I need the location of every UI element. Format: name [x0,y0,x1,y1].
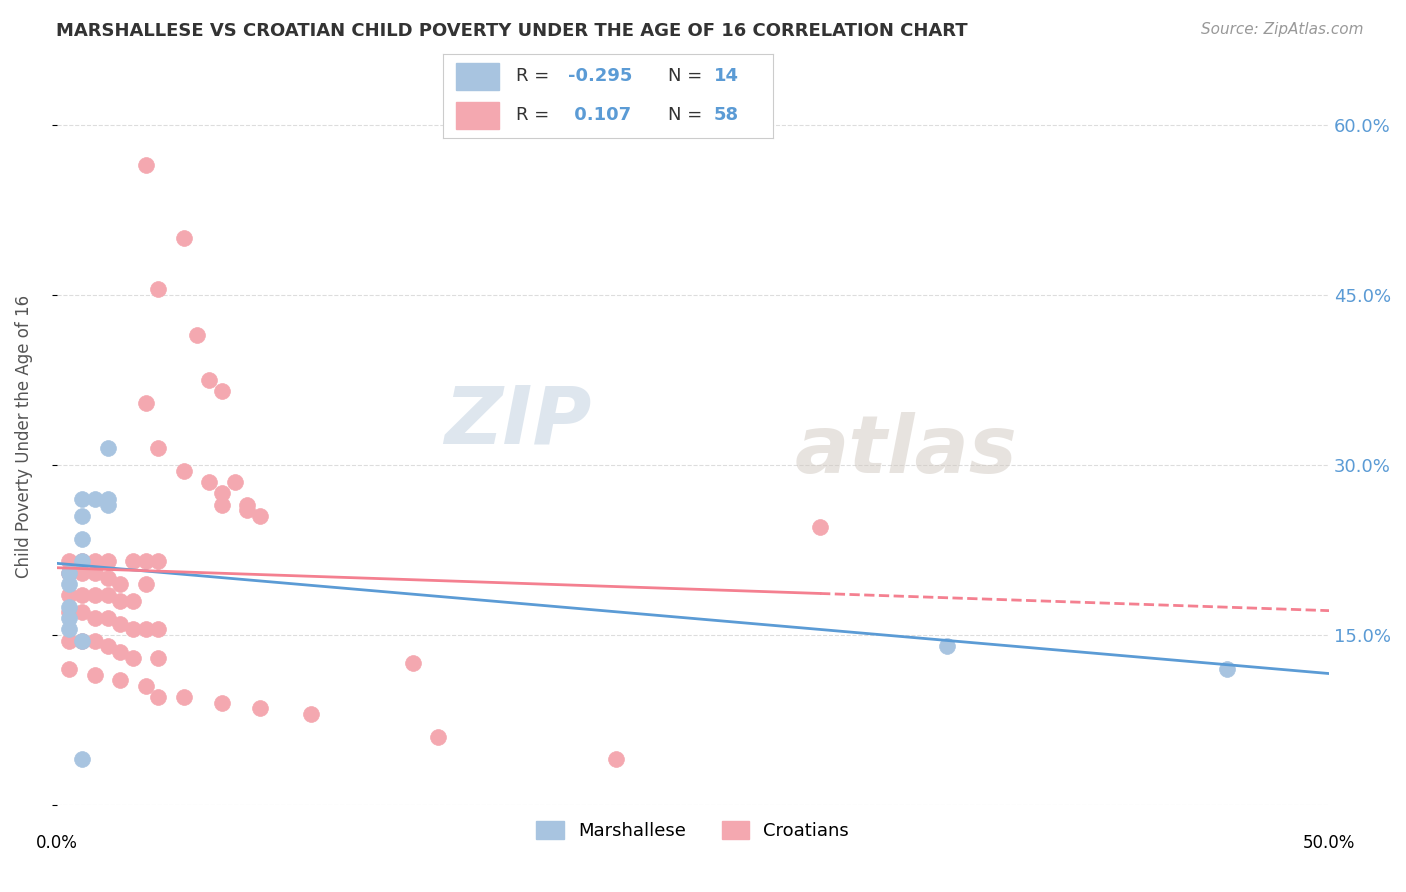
Point [58,577,80,591]
Point [135,395,157,409]
Point [148,690,170,705]
Point [58,566,80,580]
Point [110,673,132,688]
Point [96,588,118,602]
Point [122,594,145,608]
Point [70,633,93,648]
Point [808,520,831,534]
Point [70,566,93,580]
Point [249,701,271,715]
Point [236,498,259,512]
Point [58,611,80,625]
Text: R =: R = [516,106,554,124]
Point [96,571,118,585]
Text: R =: R = [516,68,554,86]
Point [96,498,118,512]
Text: 14: 14 [714,68,738,86]
Point [83,491,105,506]
Point [70,532,93,546]
Point [224,475,246,489]
Point [122,650,145,665]
Point [211,498,233,512]
Point [402,656,425,670]
Point [135,679,157,693]
Point [135,158,157,172]
Point [70,605,93,619]
Point [148,650,170,665]
Text: 0.107: 0.107 [568,106,631,124]
Point [58,588,80,602]
Point [83,611,105,625]
Point [110,594,132,608]
Point [198,373,221,387]
Point [110,616,132,631]
Point [135,622,157,636]
Point [70,554,93,568]
Point [83,588,105,602]
Point [427,730,450,744]
Text: Source: ZipAtlas.com: Source: ZipAtlas.com [1201,22,1364,37]
Point [198,475,221,489]
Point [186,327,208,342]
Point [148,622,170,636]
Point [58,622,80,636]
Point [211,486,233,500]
Point [70,554,93,568]
Point [83,566,105,580]
Point [58,605,80,619]
Text: N =: N = [668,106,707,124]
Text: 50.0%: 50.0% [1303,834,1355,852]
Point [122,622,145,636]
Text: atlas: atlas [794,412,1018,491]
Bar [456,62,499,90]
Point [211,384,233,399]
Point [96,639,118,653]
Point [58,554,80,568]
Text: MARSHALLESE VS CROATIAN CHILD POVERTY UNDER THE AGE OF 16 CORRELATION CHART: MARSHALLESE VS CROATIAN CHILD POVERTY UN… [56,22,967,40]
Point [173,690,195,705]
Point [83,667,105,681]
Point [249,508,271,523]
Point [299,707,322,722]
Point [173,231,195,245]
Point [236,503,259,517]
Point [110,645,132,659]
Point [96,554,118,568]
Point [148,441,170,455]
Bar [456,102,499,129]
Point [70,508,93,523]
Point [58,599,80,614]
Point [135,554,157,568]
Point [211,696,233,710]
Point [148,282,170,296]
Point [110,577,132,591]
Legend: Marshallese, Croatians: Marshallese, Croatians [529,814,856,847]
Text: ZIP: ZIP [444,383,591,461]
Point [122,554,145,568]
Point [70,752,93,766]
Text: N =: N = [668,68,707,86]
Point [605,752,627,766]
Point [70,491,93,506]
Point [58,662,80,676]
Point [1216,662,1239,676]
Point [148,554,170,568]
Point [58,566,80,580]
Point [96,491,118,506]
Text: 0.0%: 0.0% [35,834,77,852]
Point [135,577,157,591]
Text: -0.295: -0.295 [568,68,633,86]
Point [173,464,195,478]
Point [83,554,105,568]
Point [70,588,93,602]
Point [70,633,93,648]
Text: 58: 58 [714,106,740,124]
Point [936,639,959,653]
Y-axis label: Child Poverty Under the Age of 16: Child Poverty Under the Age of 16 [15,295,32,578]
Point [58,633,80,648]
Point [83,633,105,648]
Point [96,611,118,625]
Point [96,441,118,455]
